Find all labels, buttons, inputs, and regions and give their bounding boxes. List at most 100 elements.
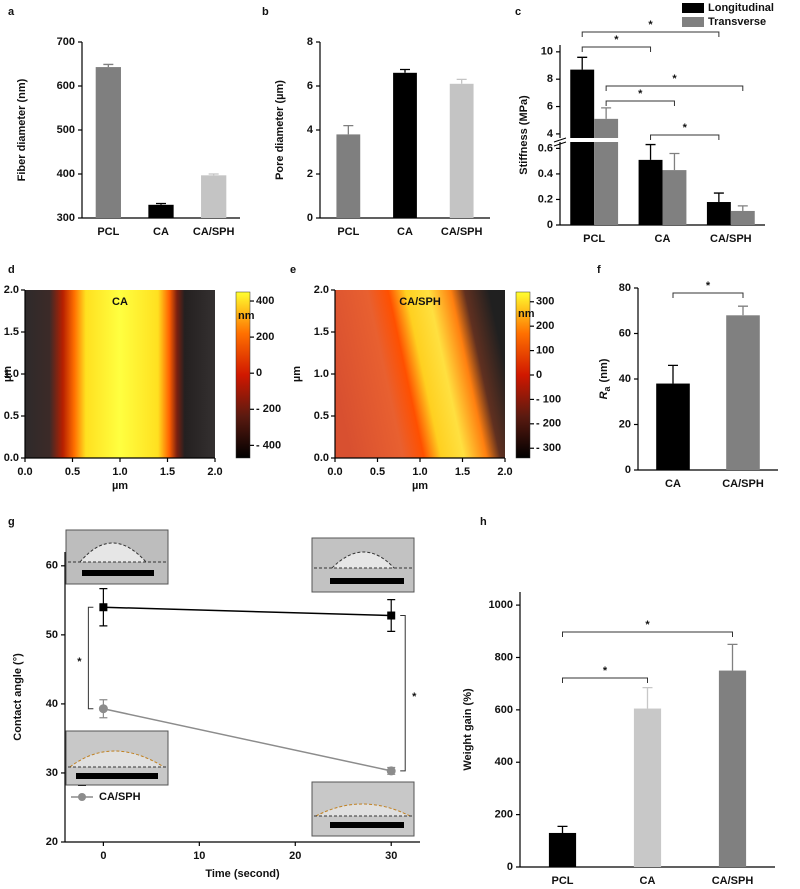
colorbar-tick-label: 200 bbox=[256, 331, 274, 343]
y-axis-label: Fiber diameter (nm) bbox=[16, 78, 28, 181]
bar bbox=[706, 202, 731, 225]
colorbar-tick-label: 100 bbox=[536, 344, 554, 356]
error-bar bbox=[727, 643, 738, 671]
afm-image bbox=[335, 290, 505, 458]
colorbar-tick-label: 400 bbox=[256, 295, 274, 307]
y-axis-label: Stiffness (MPa) bbox=[518, 95, 530, 175]
y-axis-label: Weight gain (%) bbox=[462, 688, 474, 771]
y-axis-label: Ra (nm) bbox=[598, 358, 612, 399]
marker bbox=[387, 611, 396, 620]
y-tick-label: 600 bbox=[495, 704, 513, 716]
y-tick-label: 0.2 bbox=[538, 193, 553, 205]
x-tick-label: 20 bbox=[289, 850, 301, 862]
x-tick-label: 1.5 bbox=[160, 466, 175, 478]
significance-bracket bbox=[87, 606, 94, 710]
y-tick-label: 1000 bbox=[489, 599, 513, 611]
x-tick-label: 1.0 bbox=[412, 466, 427, 478]
x-tick-label: CA bbox=[665, 478, 681, 490]
marker bbox=[386, 766, 396, 776]
panel-label: g bbox=[8, 516, 15, 528]
y-tick-label: 1.5 bbox=[314, 326, 329, 338]
panel-label: f bbox=[597, 264, 601, 276]
marker bbox=[98, 704, 108, 714]
colorbar-tick-label: - 200 bbox=[536, 418, 561, 430]
y-tick-label: 20 bbox=[46, 836, 58, 848]
error-bar bbox=[737, 205, 748, 211]
axis-break bbox=[552, 138, 765, 142]
x-tick-label: 0.0 bbox=[17, 466, 32, 478]
y-tick-label: 0 bbox=[307, 212, 313, 224]
significance-label: * bbox=[645, 619, 650, 631]
marker bbox=[99, 603, 108, 612]
y-tick-label: 40 bbox=[46, 698, 58, 710]
error-bar bbox=[642, 686, 653, 709]
inset bbox=[311, 781, 415, 837]
x-axis-label: Time (second) bbox=[205, 868, 280, 880]
colorbar-tick-label: 200 bbox=[536, 320, 554, 332]
significance-bracket bbox=[581, 31, 720, 37]
x-tick-label: CA bbox=[153, 226, 169, 238]
colorbar-label: nm bbox=[518, 308, 535, 320]
x-tick-label: 1.5 bbox=[455, 466, 470, 478]
error-bar bbox=[577, 56, 588, 70]
y-tick-label: 0.5 bbox=[4, 410, 19, 422]
bar bbox=[548, 832, 577, 867]
error-bar bbox=[601, 107, 612, 119]
y-tick-label: 4 bbox=[547, 128, 554, 140]
bar bbox=[730, 210, 755, 225]
colorbar-label: nm bbox=[238, 310, 255, 322]
y-tick-label: 600 bbox=[57, 80, 75, 92]
colorbar-tick-label: 0 bbox=[256, 367, 262, 379]
y-tick-label: 10 bbox=[541, 46, 553, 58]
x-tick-label: CA/SPH bbox=[193, 226, 235, 238]
y-tick-label: 0 bbox=[547, 219, 553, 231]
error-bar bbox=[738, 305, 748, 316]
panel-label: a bbox=[8, 6, 15, 18]
series-line bbox=[103, 708, 392, 772]
x-tick-label: 0 bbox=[100, 850, 106, 862]
y-tick-label: 1.5 bbox=[4, 326, 19, 338]
x-tick-label: CA/SPH bbox=[441, 226, 483, 238]
bar bbox=[633, 708, 662, 867]
significance-bracket bbox=[400, 615, 406, 772]
bar bbox=[594, 118, 619, 225]
significance-bracket bbox=[605, 85, 744, 91]
axis-break-mark bbox=[553, 137, 567, 147]
significance-label: * bbox=[77, 656, 82, 668]
bar bbox=[336, 134, 361, 218]
significance-label: * bbox=[706, 280, 711, 292]
x-tick-label: 1.0 bbox=[112, 466, 127, 478]
x-tick-label: 0.5 bbox=[370, 466, 385, 478]
significance-bracket bbox=[672, 292, 744, 298]
x-tick-label: CA bbox=[640, 875, 656, 887]
x-tick-label: PCL bbox=[583, 233, 605, 245]
legend-marker bbox=[78, 793, 86, 801]
bar bbox=[570, 69, 595, 225]
y-tick-label: 60 bbox=[619, 327, 631, 339]
bar bbox=[638, 159, 663, 225]
y-tick-label: 30 bbox=[46, 767, 58, 779]
y-tick-label: 0.5 bbox=[314, 410, 329, 422]
droplet-insets bbox=[65, 529, 415, 837]
error-bar bbox=[668, 364, 678, 384]
x-tick-label: 0.5 bbox=[65, 466, 80, 478]
x-tick-label: CA bbox=[655, 233, 671, 245]
x-tick-label: 30 bbox=[385, 850, 397, 862]
bar bbox=[148, 204, 174, 218]
colorbar-tick-label: 0 bbox=[536, 369, 542, 381]
significance-bracket bbox=[562, 677, 648, 683]
y-tick-label: 700 bbox=[57, 36, 75, 48]
colorbar-tick-label: - 200 bbox=[256, 403, 281, 415]
bar bbox=[95, 67, 121, 218]
significance-bracket bbox=[650, 134, 720, 140]
bar bbox=[718, 670, 747, 867]
legend-label: Longitudinal bbox=[708, 2, 774, 14]
error-bar bbox=[208, 173, 219, 176]
legend-label: CA/SPH bbox=[99, 791, 141, 803]
x-tick-label: CA/SPH bbox=[722, 478, 764, 490]
y-tick-label: 80 bbox=[619, 282, 631, 294]
x-tick-label: 2.0 bbox=[207, 466, 222, 478]
y-tick-label: 300 bbox=[57, 212, 75, 224]
error-bar bbox=[713, 192, 724, 203]
